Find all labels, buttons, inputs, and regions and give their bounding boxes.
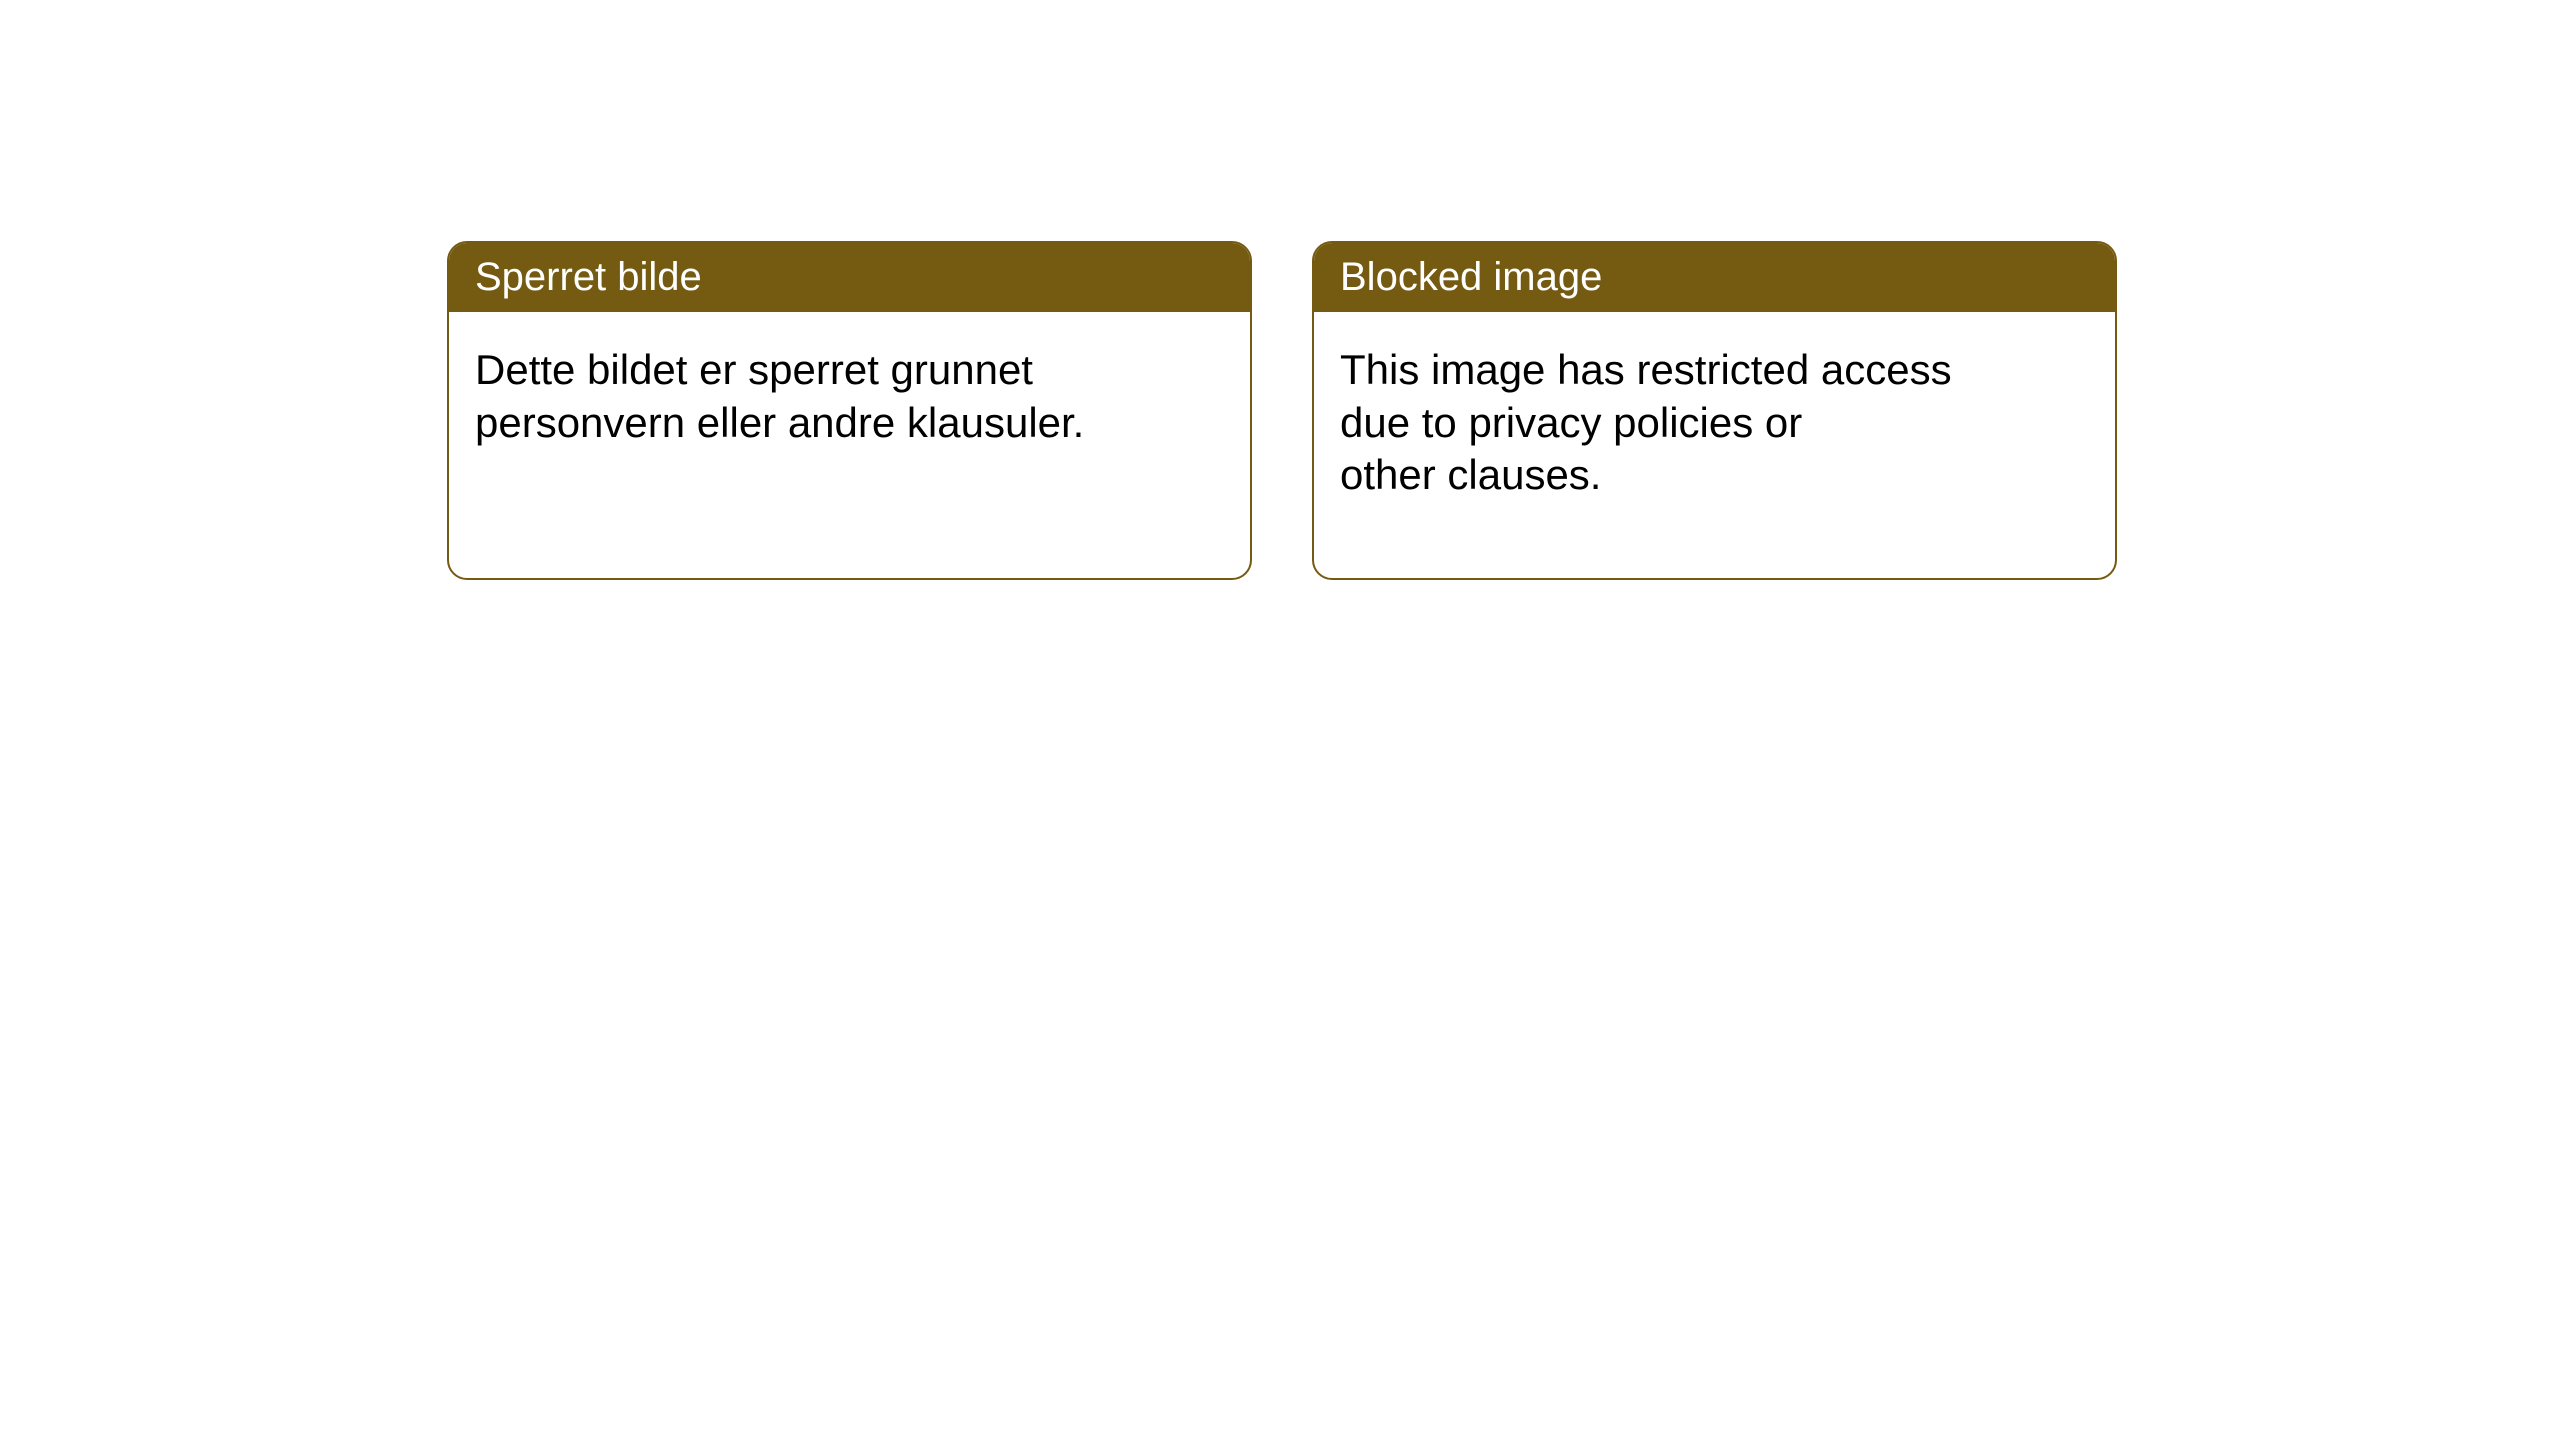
- card-body: Dette bildet er sperret grunnetpersonver…: [449, 312, 1250, 481]
- card-header: Sperret bilde: [449, 243, 1250, 312]
- cards-container: Sperret bilde Dette bildet er sperret gr…: [0, 0, 2560, 580]
- card-header: Blocked image: [1314, 243, 2115, 312]
- card-body: This image has restricted accessdue to p…: [1314, 312, 2115, 534]
- blocked-image-card-no: Sperret bilde Dette bildet er sperret gr…: [447, 241, 1252, 580]
- blocked-image-card-en: Blocked image This image has restricted …: [1312, 241, 2117, 580]
